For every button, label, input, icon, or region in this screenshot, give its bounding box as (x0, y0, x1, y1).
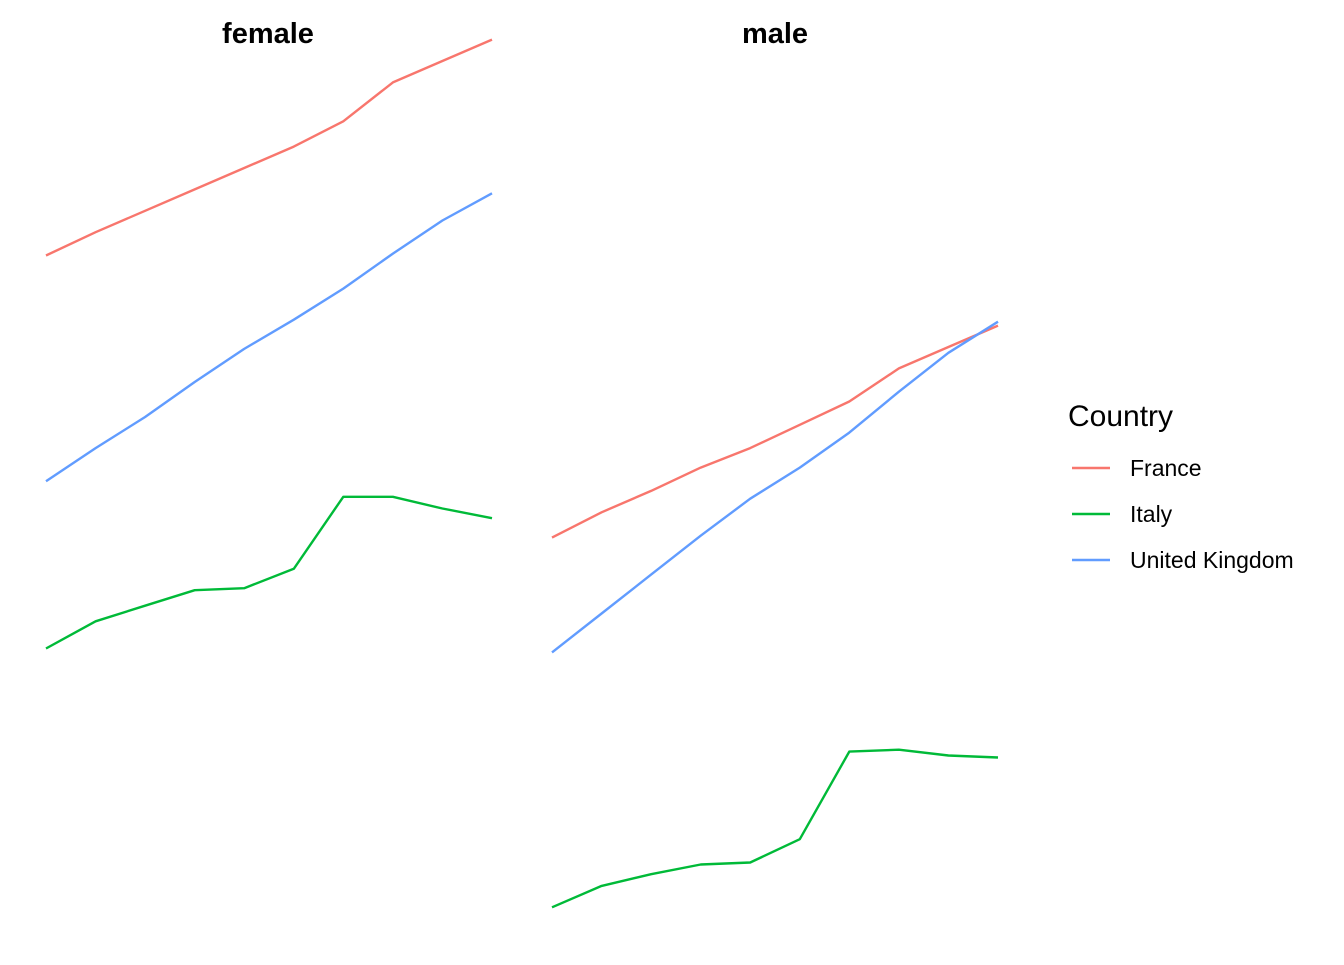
series-line-united-kingdom (551, 320, 999, 654)
legend: Country France Italy United Kingdom (1068, 400, 1294, 573)
legend-item-france: France (1072, 455, 1202, 481)
panel-male: male (551, 18, 999, 909)
legend-label: France (1130, 455, 1202, 481)
legend-item-united-kingdom: United Kingdom (1072, 547, 1294, 573)
panel-title: male (742, 18, 808, 50)
series-line-italy (551, 748, 999, 909)
panel-female: female (45, 18, 493, 650)
legend-item-italy: Italy (1072, 501, 1173, 527)
series-line-france (551, 324, 999, 539)
legend-label: Italy (1130, 501, 1173, 527)
legend-title: Country (1068, 400, 1173, 433)
series-line-france (45, 38, 493, 257)
panels-layer: female male (45, 18, 999, 909)
legend-label: United Kingdom (1130, 547, 1294, 573)
panel-title: female (222, 18, 314, 50)
series-line-united-kingdom (45, 192, 493, 483)
series-line-italy (45, 495, 493, 650)
